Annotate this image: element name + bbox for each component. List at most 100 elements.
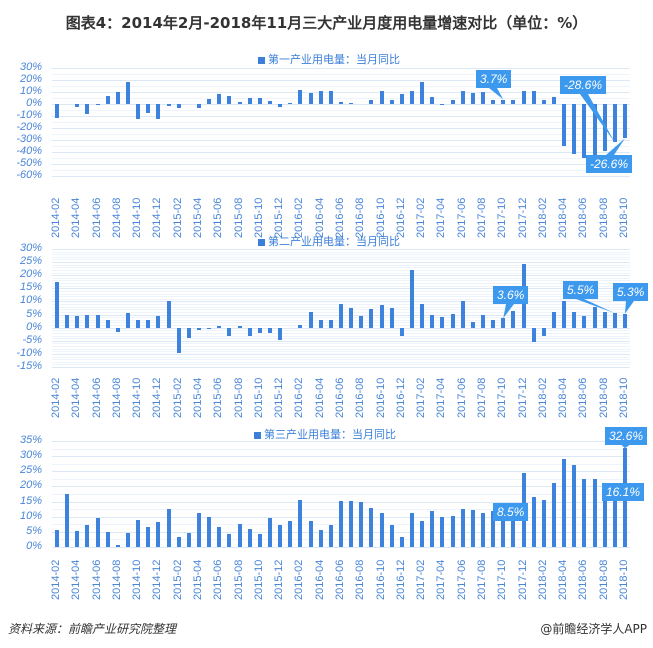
bar (328, 525, 333, 547)
x-tick-label: 2016-04 (313, 197, 326, 238)
bar (95, 104, 100, 105)
x-tick-label: 2017-02 (415, 197, 428, 238)
bar (156, 104, 161, 119)
legend: 第二产业用电量：当月同比 (258, 233, 400, 249)
bar (237, 523, 242, 547)
x-tick-label: 2014-12 (151, 197, 164, 238)
x-tick-label: 2017-12 (516, 377, 529, 418)
x-tick-label: 2017-04 (435, 197, 448, 238)
y-tick-label: -30% (16, 133, 42, 145)
x-tick-label: 2015-04 (192, 377, 205, 418)
gridline (52, 122, 630, 123)
bar (186, 532, 191, 547)
bar (288, 520, 293, 547)
bar (217, 526, 222, 547)
bar (541, 500, 546, 547)
bar (612, 104, 617, 143)
bar (328, 319, 333, 328)
x-tick-label: 2015-06 (212, 197, 225, 238)
bar (369, 309, 374, 328)
bar (511, 512, 516, 547)
gridline (52, 128, 630, 129)
x-tick-label: 2018-08 (597, 377, 610, 418)
x-tick-label: 2015-10 (252, 377, 265, 418)
gridline (52, 471, 630, 472)
y-tick-label: 25% (19, 464, 42, 477)
x-tick-label: 2017-10 (496, 559, 509, 600)
gridline (52, 176, 630, 177)
gridline (52, 265, 630, 266)
x-tick-label: 2014-08 (110, 197, 123, 238)
gridline (52, 252, 630, 253)
bar (551, 97, 556, 104)
bar (247, 528, 252, 547)
x-tick-label: 2015-10 (252, 559, 265, 600)
x-tick-label: 2015-02 (171, 377, 184, 418)
bar (227, 533, 232, 547)
x-tick-label: 2017-02 (415, 559, 428, 600)
bar (531, 497, 536, 547)
bar (349, 308, 354, 328)
bar (349, 102, 354, 104)
y-tick-label: 15% (19, 281, 42, 294)
bar (541, 100, 546, 104)
bar (612, 313, 617, 328)
y-tick-label: -60% (16, 169, 42, 181)
bar (237, 325, 242, 328)
bar (430, 510, 435, 547)
y-tick-label: 5% (26, 524, 42, 537)
bar (298, 324, 303, 328)
x-tick-label: 2014-02 (50, 197, 63, 238)
x-tick-label: 2016-04 (313, 377, 326, 418)
gridline (52, 68, 630, 69)
x-tick-label: 2014-12 (151, 377, 164, 418)
bar (450, 313, 455, 328)
x-tick-label: 2014-08 (110, 377, 123, 418)
x-tick-label: 2016-12 (394, 377, 407, 418)
bar (176, 327, 181, 353)
gridline (52, 257, 630, 258)
gridline (52, 359, 630, 360)
gridline (52, 486, 630, 487)
gridline (52, 267, 630, 268)
bar (501, 318, 506, 328)
bar (531, 327, 536, 343)
x-tick-label: 2017-08 (475, 197, 488, 238)
x-tick-label: 2015-08 (232, 377, 245, 418)
y-tick-label: 30% (19, 449, 42, 462)
bar (166, 300, 171, 328)
bar (197, 104, 202, 109)
bar (227, 95, 232, 104)
x-tick-label: 2014-06 (90, 197, 103, 238)
bar (75, 104, 80, 107)
x-tick-label: 2016-06 (334, 559, 346, 600)
y-tick-label: 20% (19, 268, 42, 281)
bar (217, 94, 222, 104)
bar (359, 502, 364, 547)
bar (389, 524, 394, 547)
bar (409, 90, 414, 104)
y-tick-label: 0% (26, 540, 42, 552)
bar (511, 99, 516, 104)
bar (75, 530, 80, 547)
x-tick-label: 2014-10 (131, 377, 144, 418)
gridline (52, 343, 630, 344)
gridline (52, 367, 630, 368)
bar (95, 518, 100, 547)
bar (55, 281, 60, 328)
data-callout: 8.5% (493, 503, 529, 521)
bar (247, 327, 252, 336)
x-tick-label: 2018-04 (557, 559, 570, 600)
bar (115, 327, 120, 332)
x-tick-label: 2016-06 (334, 197, 346, 238)
gridline (52, 92, 630, 93)
bar (126, 82, 131, 104)
bar (207, 327, 212, 329)
gridline (52, 362, 630, 363)
bar (491, 320, 496, 328)
x-tick-label: 2015-04 (192, 559, 205, 600)
data-callout: 32.6% (605, 427, 648, 445)
bar (278, 524, 283, 547)
bar (207, 517, 212, 547)
x-tick-label: 2018-02 (536, 197, 549, 238)
